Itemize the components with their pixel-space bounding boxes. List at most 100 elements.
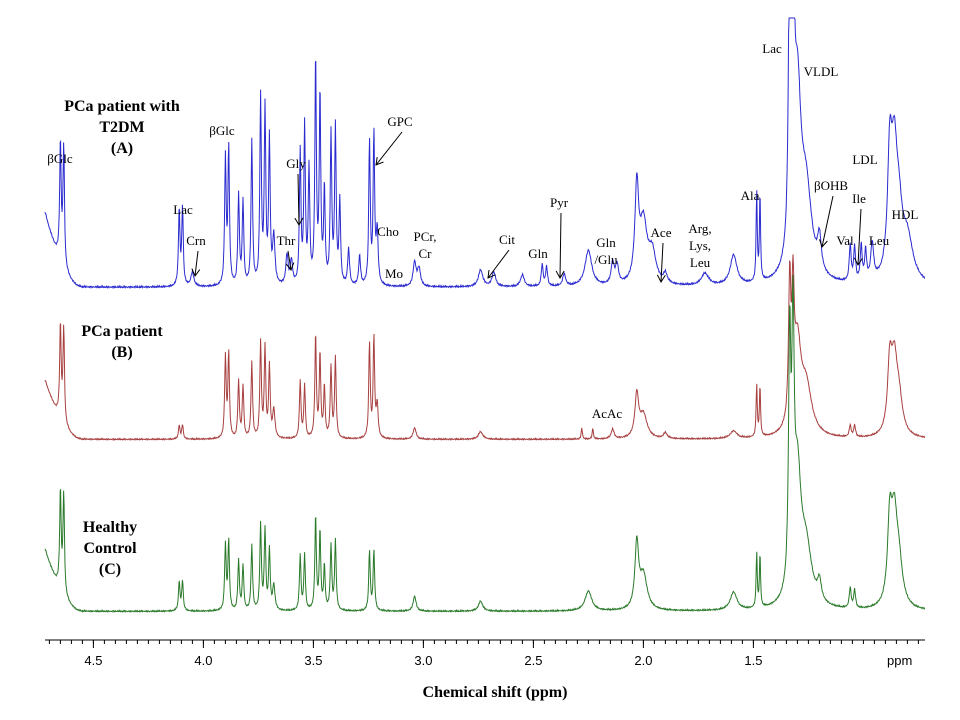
spectrum-line-b xyxy=(44,254,926,442)
peak-annotation--ohb: βOHB xyxy=(814,178,848,248)
annotation-arrow-line xyxy=(821,195,834,248)
annotation-arrow-head xyxy=(487,269,496,279)
annotation-arrow-line xyxy=(660,242,664,283)
annotation-arrow-line xyxy=(559,212,562,279)
peak-annotation-pcr-cr: PCr, Cr xyxy=(414,229,437,261)
annotation-arrow-head xyxy=(853,257,863,267)
annotation-arrow-line xyxy=(297,173,300,226)
peak-annotation-thr: Thr xyxy=(277,233,296,271)
peak-annotation-val: Val xyxy=(836,233,854,248)
x-axis: 4.5 4.0 3.5 3.0 2.5 2.0 1.5 ppm Chemical shift… xyxy=(45,639,925,701)
peak-label: Arg, xyxy=(688,221,711,236)
spectrum-line-a xyxy=(44,17,926,290)
annotation-arrow-head xyxy=(555,270,565,280)
x-tick-label: 3.5 xyxy=(304,653,322,668)
annotation-arrow-line xyxy=(194,250,199,277)
peak-annotation-gpc: GPC xyxy=(375,114,413,166)
peak-label: Ile xyxy=(852,191,866,206)
peak-label: Cit xyxy=(499,232,515,247)
series-label-b: (B) xyxy=(111,344,132,361)
x-tick-label: 1.5 xyxy=(744,653,762,668)
annotation-layer: βGlc Lac Crn βGlc Thr Gly GPC Cho Mo PCr, Cr Cit Gln… xyxy=(47,41,918,421)
x-tick-label: 4.5 xyxy=(84,653,102,668)
peak-annotation-crn: Crn xyxy=(186,233,206,278)
spectra-layer xyxy=(44,17,926,614)
peak-label: Lys, xyxy=(689,238,711,253)
peak-label: Mo xyxy=(385,266,403,281)
peak-label: PCr, xyxy=(414,229,437,244)
annotation-arrow-line xyxy=(487,249,510,279)
peak-label: GPC xyxy=(387,114,412,129)
peak-annotation-leu: Leu xyxy=(869,233,890,248)
peak-label: Lac xyxy=(173,202,193,217)
series-label-b: PCa patient xyxy=(81,323,163,340)
peak-label: Leu xyxy=(690,255,711,270)
spectrum-line-c xyxy=(44,274,926,614)
peak-annotation-gln-glu: Gln/Glu xyxy=(594,235,618,267)
peak-annotation-hdl: HDL xyxy=(892,207,919,222)
peak-label: Cho xyxy=(377,224,399,239)
x-tick-label: 3.0 xyxy=(414,653,432,668)
peak-label: Lac xyxy=(762,41,782,56)
peak-annotation-ace: Ace xyxy=(651,225,672,284)
annotation-arrow-line xyxy=(375,131,403,166)
peak-label: βOHB xyxy=(814,178,848,193)
peak-annotation-acac: AcAc xyxy=(592,406,623,421)
peak-label: VLDL xyxy=(804,64,839,79)
peak-label: AcAc xyxy=(592,406,623,421)
peak-annotation-lac: Lac xyxy=(173,202,193,217)
annotation-arrow-head xyxy=(285,262,295,271)
peak-annotation-ldl: LDL xyxy=(852,152,877,167)
series-label-c: Healthy xyxy=(83,519,137,536)
peak-annotation-ala: Ala xyxy=(741,188,760,203)
x-tick-label: 2.5 xyxy=(524,653,542,668)
annotation-arrow-head xyxy=(191,268,201,278)
peak-label: Ace xyxy=(651,225,672,240)
peak-label: Thr xyxy=(277,233,296,248)
x-tick-label: 2.0 xyxy=(634,653,652,668)
annotation-arrow-head xyxy=(656,274,666,284)
x-axis-title: Chemical shift (ppm) xyxy=(423,684,568,701)
peak-label: LDL xyxy=(852,152,877,167)
peak-label: Gly xyxy=(286,156,306,171)
peak-annotation-cho: Cho xyxy=(377,224,399,239)
peak-label: Pyr xyxy=(550,195,569,210)
peak-annotation--glc: βGlc xyxy=(209,123,235,138)
annotation-arrow-line xyxy=(287,250,292,271)
peak-label: Gln xyxy=(596,235,616,250)
peak-label: Ala xyxy=(741,188,760,203)
peak-label: Cr xyxy=(419,246,433,261)
peak-label: /Glu xyxy=(594,252,618,267)
series-label-a: T2DM xyxy=(99,119,144,136)
peak-annotation-gly: Gly xyxy=(286,156,306,227)
annotation-arrow-head xyxy=(375,156,384,166)
peak-annotation--glc: βGlc xyxy=(47,151,73,166)
peak-annotation-vldl: VLDL xyxy=(804,64,839,79)
annotation-arrow-head xyxy=(819,239,828,248)
peak-label: Crn xyxy=(186,233,206,248)
series-label-c: Control xyxy=(83,540,137,557)
peak-annotation-lac: Lac xyxy=(762,41,782,56)
x-ticks: 4.5 4.0 3.5 3.0 2.5 2.0 1.5 xyxy=(48,640,919,668)
peak-label: Gln xyxy=(528,246,548,261)
series-label-a: (A) xyxy=(111,140,133,157)
annotation-arrow-line xyxy=(857,208,862,266)
peak-annotation-arg-lys-leu: Arg, Lys, Leu xyxy=(688,221,711,270)
annotation-arrow-head xyxy=(294,217,304,227)
series-label-c: (C) xyxy=(99,561,121,578)
peak-label: Val xyxy=(836,233,854,248)
peak-label: Leu xyxy=(869,233,890,248)
series-label-a: PCa patient with xyxy=(64,98,180,115)
peak-annotation-cit: Cit xyxy=(487,232,515,279)
peak-label: HDL xyxy=(892,207,919,222)
peak-annotation-mo: Mo xyxy=(385,266,403,281)
peak-label: βGlc xyxy=(209,123,235,138)
peak-annotation-pyr: Pyr xyxy=(550,195,569,280)
x-axis-unit-label: ppm xyxy=(887,653,912,668)
peak-label: βGlc xyxy=(47,151,73,166)
peak-annotation-ile: Ile xyxy=(852,191,866,267)
x-tick-label: 4.0 xyxy=(194,653,212,668)
peak-annotation-gln: Gln xyxy=(528,246,548,261)
series-label-layer: PCa patient with T2DM (A) PCa patient (B) Hea… xyxy=(64,98,180,578)
